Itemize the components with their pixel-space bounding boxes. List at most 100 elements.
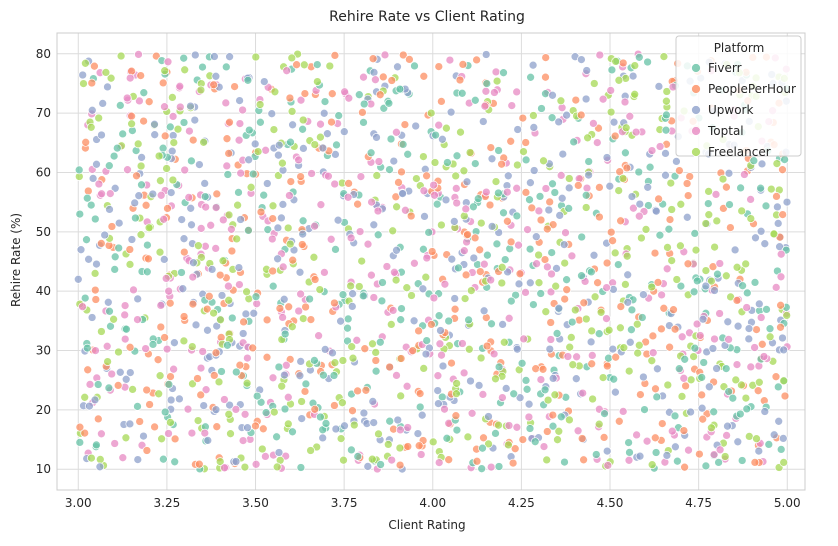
- data-point: [103, 82, 112, 92]
- data-point: [780, 391, 790, 401]
- data-point: [278, 262, 288, 272]
- data-point: [310, 275, 320, 284]
- data-point: [225, 400, 234, 410]
- data-point: [746, 362, 756, 372]
- data-point: [103, 297, 113, 307]
- data-point: [168, 112, 178, 121]
- data-point: [109, 151, 119, 161]
- data-point: [502, 187, 512, 197]
- data-point: [594, 419, 604, 429]
- data-point: [398, 189, 407, 198]
- data-point: [461, 204, 471, 214]
- data-point: [301, 302, 310, 312]
- data-point: [215, 457, 225, 466]
- data-point: [426, 108, 436, 118]
- data-point: [486, 143, 496, 152]
- data-point: [367, 197, 376, 207]
- data-point: [106, 73, 116, 83]
- data-point: [512, 344, 522, 354]
- data-point: [776, 272, 786, 282]
- data-point: [386, 134, 396, 144]
- data-point: [211, 244, 221, 253]
- data-point: [371, 348, 381, 357]
- data-point: [95, 462, 105, 472]
- data-point: [718, 174, 728, 184]
- data-point: [756, 183, 765, 193]
- data-point: [686, 407, 695, 417]
- data-point: [582, 66, 592, 75]
- data-point: [571, 374, 581, 384]
- data-point: [403, 149, 413, 159]
- data-point: [415, 402, 425, 412]
- data-point: [715, 259, 725, 268]
- data-point: [577, 434, 587, 443]
- data-point: [241, 309, 251, 319]
- data-point: [338, 398, 347, 408]
- data-point: [358, 108, 367, 117]
- data-point: [623, 270, 633, 280]
- data-point: [541, 307, 551, 317]
- data-point: [604, 325, 614, 335]
- data-point: [198, 62, 207, 72]
- data-point: [616, 302, 626, 311]
- x-tick-label: 3.75: [331, 496, 358, 510]
- data-point: [198, 347, 208, 356]
- data-point: [235, 96, 244, 105]
- data-point: [330, 401, 339, 410]
- data-point: [409, 316, 419, 326]
- data-point: [689, 287, 699, 297]
- data-point: [602, 283, 611, 292]
- data-point: [190, 115, 200, 125]
- data-point: [536, 289, 546, 298]
- data-point: [384, 98, 394, 108]
- data-point: [310, 140, 320, 149]
- data-point: [81, 137, 91, 147]
- data-point: [243, 353, 252, 363]
- data-point: [654, 82, 664, 91]
- data-point: [371, 75, 380, 85]
- data-point: [162, 164, 171, 173]
- data-point: [563, 352, 573, 361]
- data-point: [331, 245, 340, 254]
- data-point: [395, 460, 405, 470]
- data-point: [594, 329, 604, 339]
- data-point: [238, 436, 248, 445]
- data-point: [343, 314, 353, 324]
- data-point: [725, 200, 734, 209]
- data-point: [621, 280, 630, 289]
- data-point: [347, 445, 356, 455]
- data-point: [203, 436, 213, 445]
- data-point: [670, 324, 680, 334]
- legend-marker: [691, 105, 701, 115]
- data-point: [607, 65, 617, 75]
- data-point: [347, 302, 357, 311]
- data-point: [779, 458, 789, 467]
- data-point: [430, 158, 440, 167]
- data-point: [721, 271, 731, 281]
- data-point: [279, 294, 289, 304]
- data-point: [542, 455, 552, 465]
- data-point: [579, 298, 589, 308]
- data-point: [243, 423, 252, 433]
- data-point: [239, 317, 248, 327]
- data-point: [261, 452, 270, 461]
- data-point: [207, 265, 217, 274]
- data-point: [550, 188, 560, 197]
- data-point: [236, 215, 245, 224]
- data-point: [454, 263, 463, 273]
- data-point: [548, 90, 557, 100]
- data-point: [676, 199, 686, 209]
- data-point: [93, 414, 103, 424]
- data-point: [262, 315, 272, 325]
- data-point: [434, 120, 444, 130]
- data-point: [732, 360, 742, 369]
- data-point: [634, 211, 644, 221]
- data-point: [393, 62, 402, 72]
- data-point: [720, 452, 730, 461]
- x-tick-label: 4.75: [685, 496, 712, 510]
- data-point: [494, 146, 503, 155]
- data-point: [90, 395, 100, 405]
- data-point: [522, 384, 532, 394]
- data-point: [662, 87, 672, 96]
- data-point: [472, 55, 481, 65]
